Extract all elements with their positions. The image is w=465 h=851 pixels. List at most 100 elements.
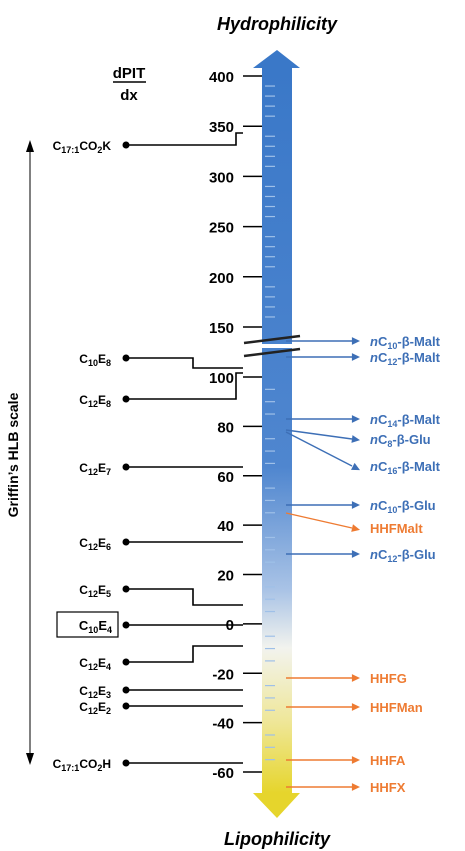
tick-label: 60 [217,469,234,486]
left-compound-dot [122,395,130,403]
label-part: 2 [97,763,102,773]
title-hydrophilicity: Hydrophilicity [217,14,338,34]
right-compound-label: HHFX [370,780,406,795]
label-part: C [79,684,88,698]
label-part: CO [79,757,97,771]
tick-label: -60 [212,765,234,782]
right-compound-label: nC12-β-Glu [370,547,436,564]
label-part: E [98,656,106,670]
label-part: C [378,334,388,349]
left-compound: C12E5 [79,583,243,606]
label-part: 14 [387,419,397,429]
right-compound-label: nC10-β-Glu [370,498,436,515]
tick-label: -40 [212,716,234,733]
label-part: E [98,618,107,633]
right-compound: HHFG [286,671,407,686]
left-compound-label: C12E2 [79,700,111,716]
right-compound-arrow-head [351,353,360,361]
right-compounds: nC10-β-MaltnC12-β-MaltnC14-β-MaltnC8-β-G… [285,334,441,795]
label-part: n [370,459,378,474]
left-compound-label: C12E8 [79,393,111,409]
tick-label: 20 [217,568,234,585]
label-part: 4 [107,625,112,635]
axis-label-numerator: dPIT [113,65,146,82]
left-compound-label: C17:1CO2H [53,757,111,773]
label-part: C [79,536,88,550]
axis-break-mark [243,347,301,358]
right-compound-arrow-head [351,674,360,682]
left-compound-connector [128,645,243,663]
label-part: E [98,684,106,698]
right-compound: nC12-β-Malt [286,350,441,367]
left-compound-connector [128,357,243,369]
right-compound-arrow-head [351,435,360,443]
left-compound: C12E8 [79,372,243,409]
right-compound-label: nC12-β-Malt [370,350,441,367]
right-compound: nC16-β-Malt [285,431,441,476]
label-part: CO [79,139,97,153]
right-compound-label: HHFMalt [370,521,423,536]
label-part: C [79,700,88,714]
right-compound-arrow-head [351,703,360,711]
label-part: 8 [387,439,392,449]
left-compound-connector [128,588,243,606]
left-compound: C12E6 [79,536,243,552]
right-compound-arrow-line [285,431,353,467]
label-part: 17:1 [61,763,79,773]
label-part: 12 [88,589,98,599]
left-compound-label: C12E7 [79,461,111,477]
label-part: 4 [106,662,111,672]
label-part: E [98,461,106,475]
label-part: n [370,350,378,365]
label-part: C [79,393,88,407]
right-compound-arrow-head [351,415,360,423]
right-compound: HHFMalt [285,512,423,536]
left-compound: C10E8 [79,352,243,369]
label-part: -β-Malt [397,459,440,474]
tick-label: 350 [209,119,234,136]
left-compound: C10E4 [56,611,243,638]
highlight-box [56,611,119,638]
label-part: 12 [88,467,98,477]
scale-arrow-head-top [253,50,300,68]
tick-label: -20 [212,666,234,683]
label-part: 5 [106,589,111,599]
label-part: C [378,412,388,427]
left-compound-label: C12E4 [79,656,111,672]
tick-label: 80 [217,419,234,436]
label-part: E [98,536,106,550]
label-part: -β-Malt [397,334,440,349]
left-compound-dot [122,658,130,666]
right-compound: nC12-β-Glu [286,547,436,564]
right-compound: nC14-β-Malt [286,412,441,429]
label-part: HHFMan [370,700,423,715]
right-compound-arrow-head [351,756,360,764]
label-part: 12 [387,357,397,367]
label-part: 10 [387,341,397,351]
label-part: 3 [106,690,111,700]
right-compound-arrow-line [285,512,353,529]
label-part: 6 [106,542,111,552]
label-part: E [98,393,106,407]
label-part: -β-Malt [397,350,440,365]
left-compound-label: C10E8 [79,352,111,368]
left-compound-dot [122,141,130,149]
right-compound-arrow-head [351,501,360,509]
label-part: -β-Glu [397,547,435,562]
label-part: HHFMalt [370,521,423,536]
label-part: 8 [106,399,111,409]
label-part: HHFG [370,671,407,686]
scale-minor-ticks [265,85,275,761]
label-part: 12 [88,399,98,409]
label-part: n [370,498,378,513]
label-part: C [79,461,88,475]
label-part: E [98,700,106,714]
left-compound: C12E4 [79,645,243,672]
label-part: HHFA [370,753,406,768]
left-compound: C12E7 [79,461,243,477]
right-compound-label: nC10-β-Malt [370,334,441,351]
axis-break-gap [258,344,296,348]
right-compound: nC10-β-Malt [286,334,441,351]
tick-label: 400 [209,69,234,86]
